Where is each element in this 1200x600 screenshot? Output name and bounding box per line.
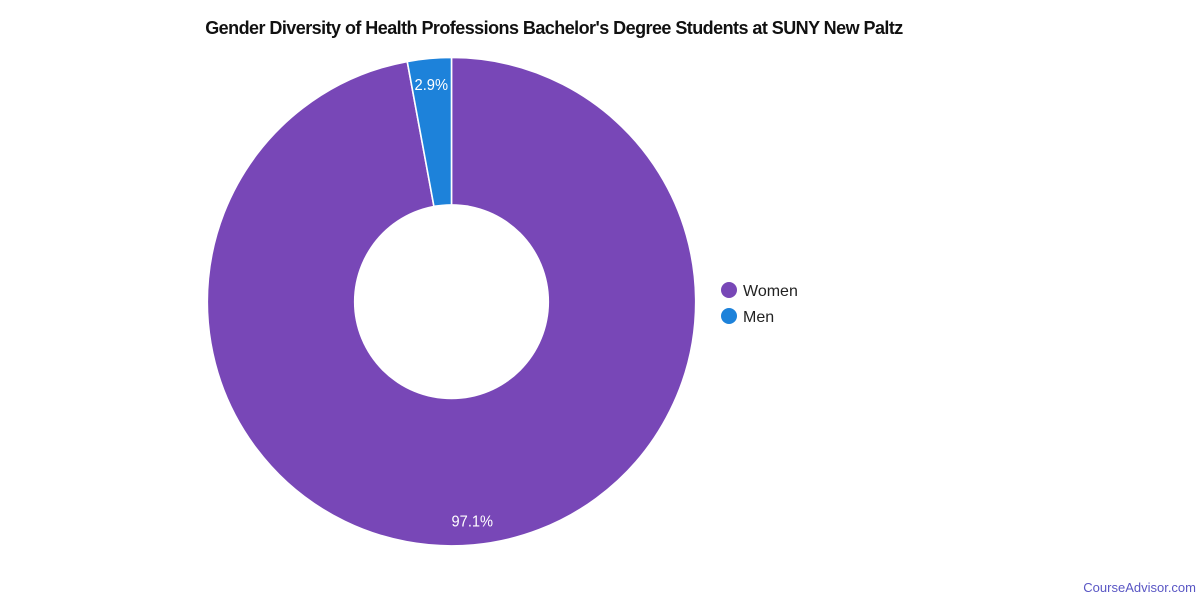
svg-text:97.1%: 97.1%: [452, 514, 494, 531]
svg-text:2.9%: 2.9%: [415, 77, 449, 94]
